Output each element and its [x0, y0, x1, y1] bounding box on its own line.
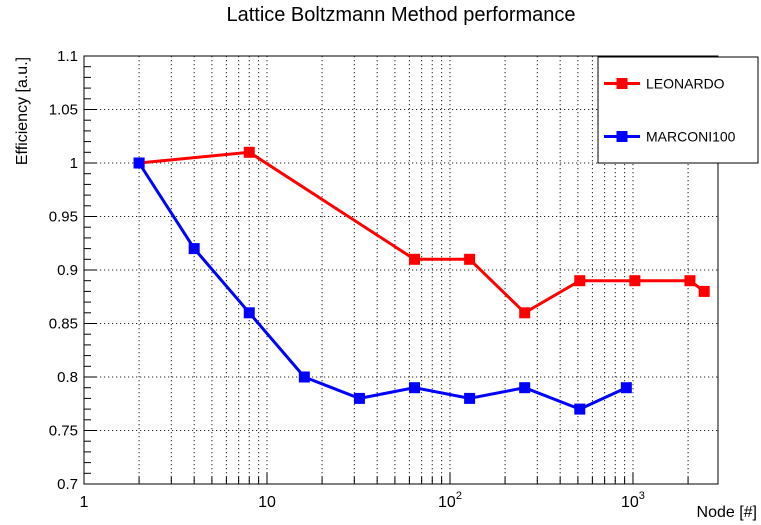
x-axis-title: Node [#] [696, 504, 757, 521]
y-tick-labels: 0.7 0.75 0.8 0.85 0.9 0.95 1 1.05 1.1 [49, 48, 78, 493]
data-point-leonardo [629, 275, 641, 287]
data-point-leonardo [409, 253, 421, 265]
y-tick-label: 0.85 [49, 316, 78, 333]
y-tick-label: 0.9 [57, 262, 78, 279]
data-point-marconi100 [464, 392, 476, 404]
y-tick-label: 0.7 [57, 476, 78, 493]
chart-title: Lattice Boltzmann Method performance [226, 4, 576, 26]
x-tick-label: 103 [621, 490, 645, 511]
data-point-marconi100 [620, 382, 632, 394]
y-tick-label: 0.95 [49, 209, 78, 226]
x-tick-label: 102 [438, 490, 462, 511]
y-tick-label: 0.8 [57, 369, 78, 386]
data-point-marconi100 [574, 403, 586, 415]
series-line-marconi100 [137, 162, 627, 411]
series-marconi100 [133, 157, 632, 415]
x-tick-labels: 1 10 102 103 [80, 490, 645, 511]
axis-ticks [83, 55, 689, 485]
x-tick-label: 10 [258, 494, 276, 511]
legend-box [597, 56, 759, 164]
legend-marker-sample [616, 131, 628, 142]
legend-label-marconi100: MARCONI100 [646, 129, 736, 145]
data-point-marconi100 [353, 392, 365, 404]
data-point-leonardo [574, 275, 586, 287]
legend-entry-leonardo: LEONARDO [604, 76, 725, 92]
legend-entry-marconi100: MARCONI100 [604, 129, 736, 145]
data-point-leonardo [519, 307, 531, 319]
data-point-marconi100 [519, 382, 531, 394]
legend-label-leonardo: LEONARDO [646, 76, 725, 92]
y-tick-label: 0.75 [49, 423, 78, 440]
y-tick-label: 1.05 [49, 102, 78, 119]
x-tick-label: 1 [80, 494, 89, 511]
data-point-marconi100 [409, 382, 421, 394]
y-tick-label: 1 [70, 155, 78, 172]
data-point-leonardo [684, 275, 696, 287]
y-tick-label: 1.1 [57, 48, 78, 65]
data-point-leonardo [243, 146, 255, 158]
data-point-marconi100 [298, 371, 310, 383]
data-point-leonardo [698, 285, 710, 297]
data-point-marconi100 [243, 307, 255, 319]
data-point-leonardo [464, 253, 476, 265]
plot-frame [83, 55, 719, 485]
data-point-marconi100 [188, 243, 200, 255]
legend: LEONARDO MARCONI100 [597, 56, 759, 164]
data-point-marconi100 [133, 157, 145, 169]
legend-marker-sample [616, 78, 628, 89]
